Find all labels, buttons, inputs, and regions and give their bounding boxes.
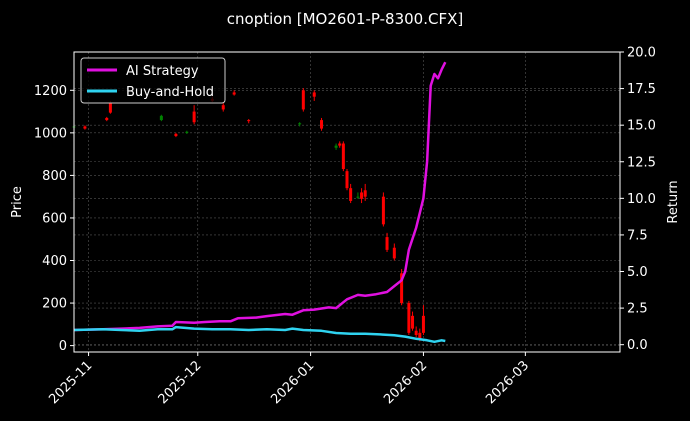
- candle-body: [356, 196, 360, 198]
- candle-body: [418, 332, 422, 340]
- y-right-tick-label: 17.5: [627, 82, 656, 97]
- y-left-tick-label: 1200: [34, 84, 67, 99]
- y-right-tick-label: 10.0: [627, 192, 656, 207]
- candle-body: [400, 273, 404, 304]
- y-right-tick-label: 0.0: [627, 338, 648, 353]
- candle-body: [185, 131, 189, 133]
- legend-label-buy-and-hold: Buy-and-Hold: [126, 85, 214, 100]
- candle-body: [301, 90, 305, 110]
- candle-body: [232, 92, 236, 95]
- candle-body: [320, 120, 324, 129]
- candle-body: [338, 143, 342, 146]
- candle-body: [345, 171, 349, 189]
- candle-body: [381, 196, 385, 225]
- legend-label-ai-strategy: AI Strategy: [126, 64, 199, 79]
- y-axis-left-label: Price: [10, 186, 25, 218]
- candle-body: [334, 145, 338, 148]
- plot-frame: [73, 51, 621, 353]
- y-left-tick-label: 600: [42, 211, 67, 226]
- y-axis-right: 0.0 2.5 5.0 7.5 10.0 12.5 15.0 17.5 20.0: [620, 46, 656, 353]
- series-lines: [73, 61, 447, 344]
- candle-body: [421, 315, 425, 333]
- candle-body: [83, 126, 87, 129]
- line-buy-and-hold: [73, 325, 446, 344]
- candle-body: [392, 247, 396, 259]
- candle-body: [159, 115, 163, 121]
- y-left-tick-label: 0: [59, 339, 67, 354]
- candle-body: [411, 315, 415, 329]
- candle-body: [341, 143, 345, 170]
- candle-body: [407, 303, 411, 333]
- y-right-tick-label: 20.0: [627, 46, 656, 61]
- y-right-tick-label: 7.5: [627, 228, 648, 243]
- y-left-tick-label: 800: [42, 169, 67, 184]
- y-right-tick-label: 2.5: [627, 302, 648, 317]
- y-left-tick-label: 200: [42, 297, 67, 312]
- candle-body: [192, 111, 196, 123]
- chart-title: cnoption [MO2601-P-8300.CFX]: [227, 10, 463, 28]
- candle-body: [349, 188, 353, 201]
- candle-body: [105, 117, 109, 121]
- candle-body: [108, 103, 112, 113]
- y-axis-right-label: Return: [666, 180, 681, 223]
- candle-body: [312, 92, 316, 97]
- y-right-tick-label: 5.0: [627, 265, 648, 280]
- y-left-tick-label: 400: [42, 254, 67, 269]
- candle-body: [360, 192, 364, 199]
- y-right-tick-label: 15.0: [627, 119, 656, 134]
- candle-body: [298, 123, 302, 125]
- candles: [72, 88, 425, 342]
- candle-body: [414, 330, 418, 335]
- legend: AI Strategy Buy-and-Hold: [80, 57, 226, 104]
- candle-body: [247, 120, 251, 122]
- line-ai-strategy: [73, 61, 447, 332]
- candle-body: [385, 237, 389, 250]
- candle-body: [174, 133, 178, 137]
- candle-body: [221, 105, 225, 110]
- y-left-tick-label: 1000: [34, 126, 67, 141]
- y-axis-left: 0 200 400 600 800 1000 1200: [34, 84, 74, 354]
- candle-body: [363, 190, 367, 197]
- y-right-tick-label: 12.5: [627, 155, 656, 170]
